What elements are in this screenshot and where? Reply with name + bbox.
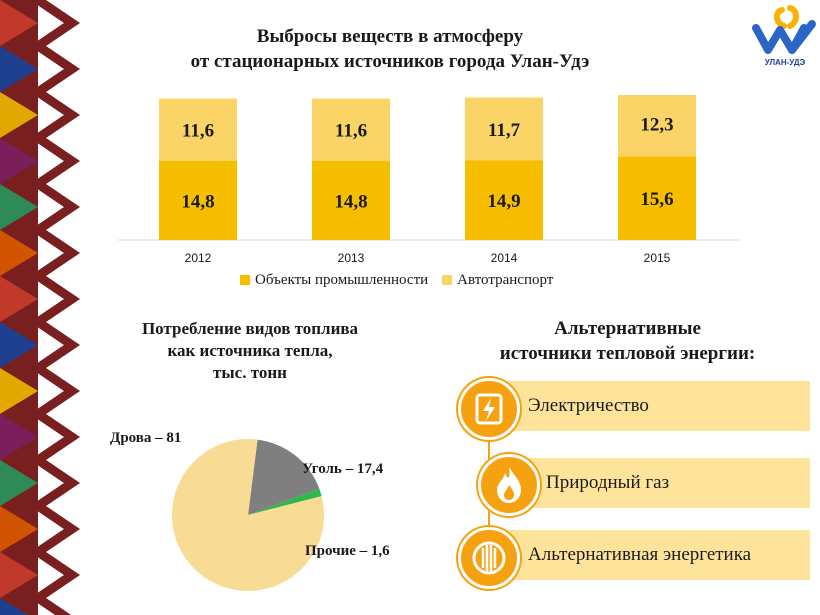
border-triangle xyxy=(0,598,29,615)
border-zigzag xyxy=(35,88,81,142)
border-triangle xyxy=(0,0,38,46)
border-zigzag xyxy=(35,0,81,50)
border-zigzag xyxy=(35,456,81,510)
bar-transport-2014 xyxy=(465,97,543,161)
border-triangle xyxy=(0,92,38,138)
border-triangle xyxy=(0,46,38,92)
fuel-chart-title: Потребление видов топлива как источника … xyxy=(100,318,400,384)
emissions-bar-chart: 14,8 11,6 2012 14,8 11,6 2013 14,9 11,7 2014 15,6… xyxy=(100,95,760,295)
fuel-title-line1: Потребление видов топлива xyxy=(141,319,359,338)
border-zigzag xyxy=(35,226,81,280)
legend-label-industry: Объекты промышленности xyxy=(255,271,429,288)
x-tick-label-2013: 2013 xyxy=(338,251,365,265)
data-label-transport-2012: 11,6 xyxy=(182,121,214,142)
logo-text: УЛАН-УДЭ xyxy=(764,58,806,67)
border-triangle xyxy=(0,184,38,230)
fuel-title-line3: тыс. тонн xyxy=(213,363,287,382)
alternative-bar-gas xyxy=(526,458,810,508)
bar-transport-2015 xyxy=(618,95,696,157)
alternative-bar-electricity xyxy=(492,381,810,431)
radiator-icon xyxy=(472,541,506,575)
alternative-label-alt-energy: Альтернативная энергетика xyxy=(528,544,752,565)
bar-industry-2015 xyxy=(618,156,696,240)
legend-item-industry: Объекты промышленности xyxy=(240,272,428,289)
alternatives-title-line2: источники тепловой энергии: xyxy=(499,343,756,364)
alternative-icon-alt-energy xyxy=(458,527,520,589)
alternatives-title-line1: Альтернативные xyxy=(554,318,701,339)
data-label-industry-2012: 14,8 xyxy=(181,191,214,212)
border-zigzag xyxy=(35,548,81,602)
data-label-transport-2015: 12,3 xyxy=(640,114,673,135)
chart-title-line2: от стационарных источников города Улан-У… xyxy=(190,51,590,72)
data-label-transport-2014: 11,7 xyxy=(488,120,521,141)
legend-swatch-industry xyxy=(240,275,250,285)
alternative-icon-gas xyxy=(478,454,540,516)
border-zigzag xyxy=(35,272,81,326)
border-triangle xyxy=(0,138,38,184)
border-triangle xyxy=(0,368,38,414)
data-label-industry-2013: 14,8 xyxy=(334,191,367,212)
pie-slice-coal xyxy=(248,439,320,515)
border-zigzag xyxy=(35,594,72,615)
alternative-label-gas: Природный газ xyxy=(546,472,670,493)
chart-title-line1: Выбросы веществ в атмосферу xyxy=(256,26,524,47)
border-triangle xyxy=(0,230,38,276)
border-zigzag xyxy=(35,134,81,188)
fuel-pie-svg: Дрова – 81 Уголь – 17,4 Прочие – 1,6 xyxy=(110,430,390,591)
border-triangle xyxy=(0,322,38,368)
pie-slice-other xyxy=(248,488,322,515)
bar-industry-2012 xyxy=(159,160,237,240)
x-tick-label-2015: 2015 xyxy=(644,251,671,265)
border-zigzag xyxy=(35,318,81,372)
pie-label-coal: Уголь – 17,4 xyxy=(302,461,384,477)
border-zigzag xyxy=(35,502,81,556)
border-triangle xyxy=(0,506,38,552)
data-label-industry-2014: 14,9 xyxy=(487,191,520,212)
border-zigzag xyxy=(35,364,81,418)
fuel-title-line2: как источника тепла, xyxy=(167,341,333,360)
flame-icon xyxy=(497,467,521,503)
alternatives-title: Альтернативные источники тепловой энерги… xyxy=(455,316,800,366)
bar-transport-2012 xyxy=(159,98,237,161)
legend-item-transport: Автотранспорт xyxy=(442,272,553,289)
pie-label-firewood: Дрова – 81 xyxy=(110,430,181,446)
fuel-pie-chart: Дрова – 81 Уголь – 17,4 Прочие – 1,6 xyxy=(100,410,440,615)
pie-slice-firewood xyxy=(172,439,324,591)
chart-title: Выбросы веществ в атмосферу от стационар… xyxy=(120,24,660,74)
ornamental-border xyxy=(0,0,98,615)
alternative-bar-alt-energy xyxy=(492,530,810,580)
data-label-transport-2013: 11,6 xyxy=(335,121,367,142)
alternative-icon-electricity xyxy=(458,378,520,440)
border-zigzag xyxy=(35,180,81,234)
border-zigzag xyxy=(35,42,81,96)
x-tick-label-2012: 2012 xyxy=(185,251,212,265)
bar-transport-2013 xyxy=(312,98,390,161)
border-triangle xyxy=(0,276,38,322)
lightning-icon xyxy=(475,393,503,425)
bar-industry-2014 xyxy=(465,160,543,240)
legend-label-transport: Автотранспорт xyxy=(457,271,554,288)
data-label-industry-2015: 15,6 xyxy=(640,189,673,210)
pie-label-other: Прочие – 1,6 xyxy=(305,543,390,559)
x-tick-label-2014: 2014 xyxy=(491,251,518,265)
alternative-label-electricity: Электричество xyxy=(528,395,649,416)
city-logo-icon xyxy=(752,5,816,54)
border-triangle xyxy=(0,552,38,598)
chart-legend: Объекты промышленности Автотранспорт xyxy=(240,271,553,289)
legend-swatch-transport xyxy=(442,275,453,285)
border-triangle xyxy=(0,460,38,506)
border-triangle xyxy=(0,414,38,460)
border-zigzag xyxy=(35,410,81,464)
emissions-bar-svg: 14,8 11,6 2012 14,8 11,6 2013 14,9 11,7 2014 15,6… xyxy=(118,95,740,265)
bar-industry-2013 xyxy=(312,160,390,240)
